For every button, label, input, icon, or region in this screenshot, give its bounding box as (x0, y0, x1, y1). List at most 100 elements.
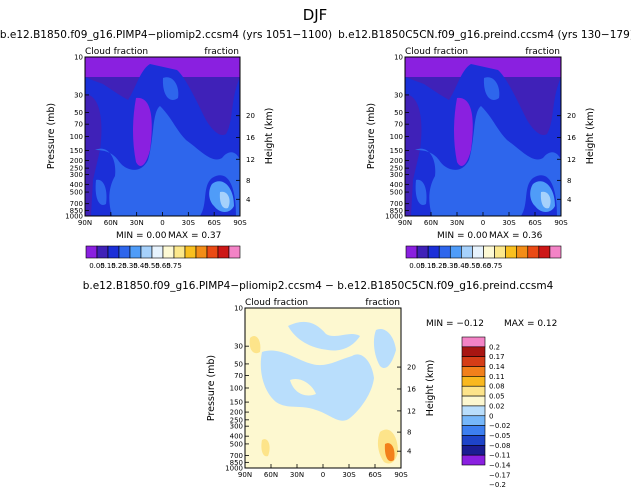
y-axis-title: Pressure (mb) (206, 355, 217, 421)
y-right-tick-label: 4 (246, 196, 251, 204)
y-tick-label: 200 (390, 157, 403, 165)
left-label: Cloud fraction (85, 47, 148, 57)
colorbar-swatch (184, 245, 197, 259)
y-tick-label: 50 (394, 109, 403, 117)
x-axis: 90N 60N 30N 0 30S 60S 90S (78, 212, 247, 227)
min-value: MIN = −0.12 (426, 319, 484, 329)
field-contour-peak (540, 191, 551, 209)
y-tick-label: 200 (70, 157, 83, 165)
colorbar-swatch (427, 245, 440, 259)
colorbar-swatch (438, 245, 451, 259)
field-contour-neg-upper (288, 321, 360, 351)
x-tick-label: 30N (130, 219, 144, 227)
min-value: MIN = 0.00 (437, 231, 488, 241)
colorbar-swatch (107, 245, 120, 259)
colorbar-label: 0.02 (489, 402, 505, 410)
y-tick-label: 200 (230, 409, 243, 417)
colorbar-label: 0.14 (489, 363, 505, 371)
x-tick-label: 90S (394, 471, 408, 479)
field-contour-lowlevel (95, 179, 107, 205)
colorbar-label: −0.02 (489, 422, 510, 430)
y-right-tick-label: 16 (407, 385, 416, 393)
y-tick-label: 250 (230, 416, 243, 424)
y-right-tick-label: 20 (567, 112, 576, 120)
y-tick-label: 30 (74, 91, 83, 99)
x-tick-label: 90S (233, 219, 247, 227)
colorbar-swatch (173, 245, 186, 259)
colorbar-label: 0.35 (442, 262, 458, 270)
y-tick-label: 70 (234, 372, 243, 380)
y-axis-title-right: Height (km) (585, 108, 596, 165)
x-tick-label: 90N (238, 471, 252, 479)
y-right-tick-label: 12 (246, 156, 255, 164)
colorbar-swatch (483, 245, 495, 259)
colorbar-label: 0.75 (166, 262, 182, 270)
colorbar-label: 0.05 (489, 393, 505, 401)
y-tick-label: 150 (230, 399, 243, 407)
colorbar-swatch (527, 245, 540, 259)
y-right-tick-label: 16 (567, 134, 576, 142)
y-axis-title: Pressure (mb) (46, 103, 57, 169)
y-right-tick-label: 12 (407, 407, 416, 415)
y-tick-label: 1000 (385, 213, 403, 221)
y-tick-label: 500 (70, 189, 83, 197)
y-tick-label: 10 (394, 54, 403, 62)
heatmap-field (245, 308, 401, 468)
y-axis-right: 20 16 12 8 4 (557, 112, 576, 204)
colorbar-swatch (461, 415, 486, 426)
colorbar-label: 0.65 (155, 262, 171, 270)
colorbar-swatch (516, 245, 529, 259)
left-label: Cloud fraction (405, 47, 468, 57)
y-tick-label: 1000 (225, 465, 243, 473)
colorbar-label: 0.35 (122, 262, 138, 270)
colorbar-label: 0.45 (133, 262, 149, 270)
field-contour-tropical-min (454, 97, 473, 166)
colorbar-label: 0.11 (489, 373, 505, 381)
colorbar-swatch (472, 245, 484, 259)
colorbar-label: 0.05 (89, 262, 105, 270)
y-axis-title-right: Height (km) (264, 108, 275, 165)
y-tick-label: 500 (390, 189, 403, 197)
left-label: Cloud fraction (245, 298, 308, 308)
colorbar-top-left: 0.050.150.250.350.450.550.650.75 (85, 245, 241, 270)
y-tick-label: 700 (230, 452, 243, 460)
field-contour-pos-north (249, 335, 261, 354)
colorbar-label: 0.45 (454, 262, 470, 270)
y-tick-label: 100 (390, 133, 403, 141)
y-axis-title-right: Height (km) (425, 360, 436, 417)
colorbar-swatch (461, 385, 486, 397)
field-contour-pos-peak (384, 443, 395, 462)
y-tick-label: 700 (390, 200, 403, 208)
colorbar-swatch (461, 336, 486, 348)
field-contour-neg-south (373, 328, 396, 369)
y-axis-title: Pressure (mb) (366, 103, 377, 169)
colorbar-label: 0.55 (465, 262, 481, 270)
colorbar-swatch (228, 245, 241, 259)
y-right-tick-label: 8 (407, 429, 411, 437)
y-tick-label: 250 (70, 165, 83, 173)
y-right-tick-label: 8 (246, 177, 250, 185)
colorbar-label: 0.15 (100, 262, 116, 270)
figure-title: DJF (303, 6, 328, 24)
colorbar-top-right: 0.050.150.250.350.450.550.650.75 (405, 245, 562, 270)
colorbar-label: −0.17 (489, 471, 510, 479)
y-tick-label: 50 (74, 109, 83, 117)
colorbar-swatch (461, 395, 486, 407)
x-tick-label: 60S (207, 219, 221, 227)
colorbar-swatch (461, 245, 473, 259)
min-value: MIN = 0.00 (116, 231, 167, 241)
colorbar-swatch (461, 376, 486, 387)
colorbar-swatch (449, 245, 462, 259)
x-tick-label: 30S (342, 471, 356, 479)
colorbar-label: 0.55 (144, 262, 160, 270)
colorbar-label: −0.05 (489, 432, 510, 440)
y-tick-label: 300 (70, 171, 83, 179)
max-value: MAX = 0.12 (504, 319, 557, 329)
y-tick-label: 100 (230, 385, 243, 393)
right-label: fraction (365, 298, 400, 308)
y-tick-label: 70 (74, 121, 83, 129)
colorbar-label: 0.25 (431, 262, 447, 270)
y-right-tick-label: 4 (567, 196, 572, 204)
colorbar-swatch (162, 245, 175, 259)
